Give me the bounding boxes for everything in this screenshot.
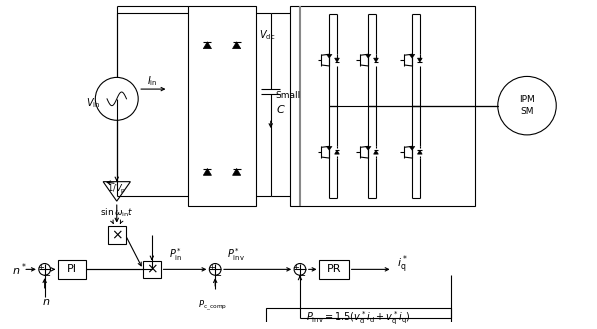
Bar	[266, 308, 451, 328]
Polygon shape	[365, 54, 371, 58]
Circle shape	[96, 77, 138, 120]
Bar	[188, 6, 256, 206]
Text: $\times$: $\times$	[111, 228, 122, 242]
Text: $P_{\rm in}^*$: $P_{\rm in}^*$	[170, 246, 183, 263]
Text: $\sin\omega_{\rm in}t$: $\sin\omega_{\rm in}t$	[100, 206, 134, 218]
Bar	[290, 6, 475, 206]
Polygon shape	[374, 58, 378, 62]
Polygon shape	[204, 42, 211, 49]
Circle shape	[210, 264, 221, 275]
Bar	[143, 261, 161, 278]
Text: $n$: $n$	[42, 297, 51, 307]
Polygon shape	[232, 168, 241, 175]
Text: $P_{\rm inv}=1.5(v_{\rm d}^*i_{\rm d}+v_{\rm q}^*i_{\rm q})$: $P_{\rm inv}=1.5(v_{\rm d}^*i_{\rm d}+v_…	[306, 309, 411, 327]
Text: $V_{\rm in}$: $V_{\rm in}$	[86, 96, 100, 110]
Text: $P_{\rm c\_comp}$: $P_{\rm c\_comp}$	[198, 299, 227, 313]
Text: $I_{\rm in}$: $I_{\rm in}$	[147, 74, 157, 88]
Text: $i_{\rm q}^*$: $i_{\rm q}^*$	[398, 253, 408, 276]
Text: $n^*$: $n^*$	[13, 261, 27, 278]
Polygon shape	[335, 150, 339, 154]
Bar	[59, 260, 85, 279]
Text: $-$: $-$	[297, 269, 306, 279]
Polygon shape	[365, 146, 371, 150]
Polygon shape	[327, 54, 332, 58]
Bar	[108, 226, 125, 244]
Text: Small: Small	[276, 91, 301, 100]
Text: $1/V_{\rm p}$: $1/V_{\rm p}$	[107, 183, 127, 196]
Bar	[319, 260, 349, 279]
Text: $C$: $C$	[276, 103, 285, 114]
Text: IPM: IPM	[519, 95, 535, 104]
Text: $-$: $-$	[42, 269, 51, 279]
Text: $V_{\rm dc}$: $V_{\rm dc}$	[259, 29, 275, 42]
Polygon shape	[409, 146, 415, 150]
Text: +: +	[208, 263, 215, 272]
Polygon shape	[417, 58, 422, 62]
Circle shape	[498, 76, 556, 135]
Text: SM: SM	[520, 107, 534, 116]
Polygon shape	[417, 150, 422, 154]
Polygon shape	[335, 58, 339, 62]
Polygon shape	[204, 168, 211, 175]
Text: +: +	[293, 263, 300, 272]
Polygon shape	[374, 150, 378, 154]
Text: $-$: $-$	[213, 269, 221, 279]
Text: +: +	[38, 263, 44, 272]
Circle shape	[39, 264, 51, 275]
Polygon shape	[327, 146, 332, 150]
Text: PR: PR	[327, 265, 341, 274]
Text: $\times$: $\times$	[146, 262, 158, 276]
Polygon shape	[103, 182, 130, 201]
Text: $P_{\rm inv}^*$: $P_{\rm inv}^*$	[227, 246, 245, 263]
Polygon shape	[232, 42, 241, 49]
Polygon shape	[409, 54, 415, 58]
Circle shape	[294, 264, 306, 275]
Text: PI: PI	[67, 265, 77, 274]
